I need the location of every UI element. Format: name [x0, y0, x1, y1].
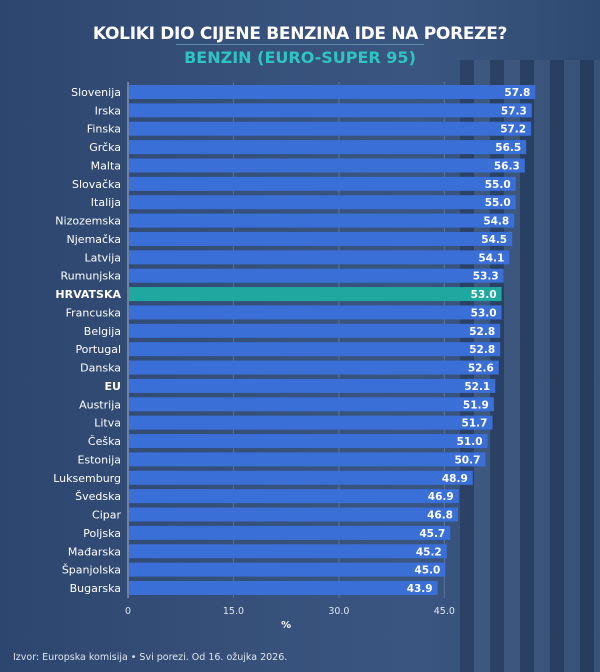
data-label: 56.5	[495, 142, 521, 154]
category-label: Francuska	[66, 306, 121, 319]
category-label: Španjolska	[62, 564, 121, 577]
data-label: 56.3	[494, 160, 520, 172]
category-label: Češka	[88, 435, 121, 448]
category-label: Portugal	[75, 343, 121, 356]
chart-title: KOLIKI DIO CIJENE BENZINA IDE NA POREZE?	[92, 24, 508, 44]
data-label: 57.2	[500, 124, 526, 136]
bar	[129, 470, 473, 485]
data-label: 43.9	[407, 583, 433, 595]
category-label: Nizozemska	[55, 215, 121, 228]
data-label: 45.7	[419, 528, 445, 540]
bar	[129, 360, 499, 375]
category-label: Litva	[94, 417, 121, 430]
category-label: Luksemburg	[53, 472, 121, 485]
category-label: Slovačka	[72, 178, 121, 191]
x-axis-label: %	[281, 620, 291, 631]
data-label: 51.7	[462, 418, 488, 430]
data-label: 54.8	[483, 216, 509, 228]
bar	[129, 305, 502, 320]
bar	[129, 213, 515, 228]
bar	[129, 195, 516, 210]
bar	[129, 176, 516, 191]
data-label: 46.9	[428, 491, 454, 503]
category-label: Italija	[91, 196, 121, 209]
bar	[129, 415, 493, 430]
category-label: Grčka	[89, 141, 121, 154]
category-label: Cipar	[92, 509, 121, 522]
data-label: 51.0	[457, 436, 483, 448]
category-label: EU	[105, 380, 121, 393]
bar	[129, 342, 501, 357]
data-label: 52.6	[468, 363, 494, 375]
bar	[129, 434, 488, 449]
bar	[129, 378, 496, 393]
category-label: Estonija	[77, 453, 121, 466]
bar	[129, 158, 525, 173]
data-label: 52.8	[469, 326, 495, 338]
bar	[129, 140, 527, 155]
bar	[129, 268, 504, 283]
category-label: Bugarska	[70, 582, 121, 595]
category-label: Danska	[80, 362, 121, 375]
data-label: 50.7	[454, 454, 480, 466]
bar	[129, 580, 438, 595]
category-label: Latvija	[84, 251, 121, 264]
category-label: Poljska	[83, 527, 121, 540]
category-label: Mađarska	[68, 545, 121, 558]
bar	[129, 452, 486, 467]
category-label: Malta	[91, 159, 121, 172]
category-label: Rumunjska	[61, 270, 121, 283]
bar	[129, 507, 459, 522]
bar	[129, 544, 447, 559]
bar	[129, 562, 446, 577]
chart-subtitle: BENZIN (EURO-SUPER 95)	[184, 48, 416, 67]
category-label: Švedska	[75, 490, 121, 503]
category-label: Slovenija	[71, 86, 121, 99]
data-label: 53.0	[471, 289, 497, 301]
data-label: 55.0	[485, 179, 511, 191]
category-label: Finska	[87, 123, 121, 136]
bar	[129, 323, 501, 338]
x-tick-label: 30.0	[328, 606, 349, 617]
data-label: 48.9	[442, 473, 468, 485]
bar	[129, 103, 532, 118]
category-label: Belgija	[84, 325, 121, 338]
bar	[129, 489, 459, 504]
bar	[129, 525, 451, 540]
data-label: 54.5	[481, 234, 507, 246]
data-label: 57.8	[504, 87, 530, 99]
data-label: 52.8	[469, 344, 495, 356]
x-tick-label: 0	[125, 606, 131, 617]
title-divider	[176, 44, 424, 45]
bar	[129, 397, 494, 412]
source-note: Izvor: Europska komisija • Svi porezi. O…	[13, 652, 288, 663]
bar	[129, 250, 510, 265]
data-label: 53.3	[473, 271, 499, 283]
category-label: Austrija	[79, 398, 121, 411]
category-label: Irska	[95, 104, 121, 117]
bar	[129, 231, 513, 246]
data-label: 52.1	[464, 381, 490, 393]
data-label: 55.0	[485, 197, 511, 209]
data-label: 45.2	[416, 546, 442, 558]
data-label: 53.0	[471, 307, 497, 319]
data-label: 51.9	[463, 399, 489, 411]
category-label: Njemačka	[67, 233, 121, 246]
bar	[129, 85, 536, 99]
data-label: 46.8	[427, 510, 453, 522]
data-label: 45.0	[414, 565, 440, 577]
x-tick-label: 15.0	[223, 606, 244, 617]
bar	[129, 287, 502, 302]
category-label: HRVATSKA	[55, 288, 121, 301]
data-label: 54.1	[478, 252, 504, 264]
data-label: 57.3	[501, 105, 527, 117]
x-tick-label: 45.0	[434, 606, 455, 617]
bar	[129, 121, 532, 136]
